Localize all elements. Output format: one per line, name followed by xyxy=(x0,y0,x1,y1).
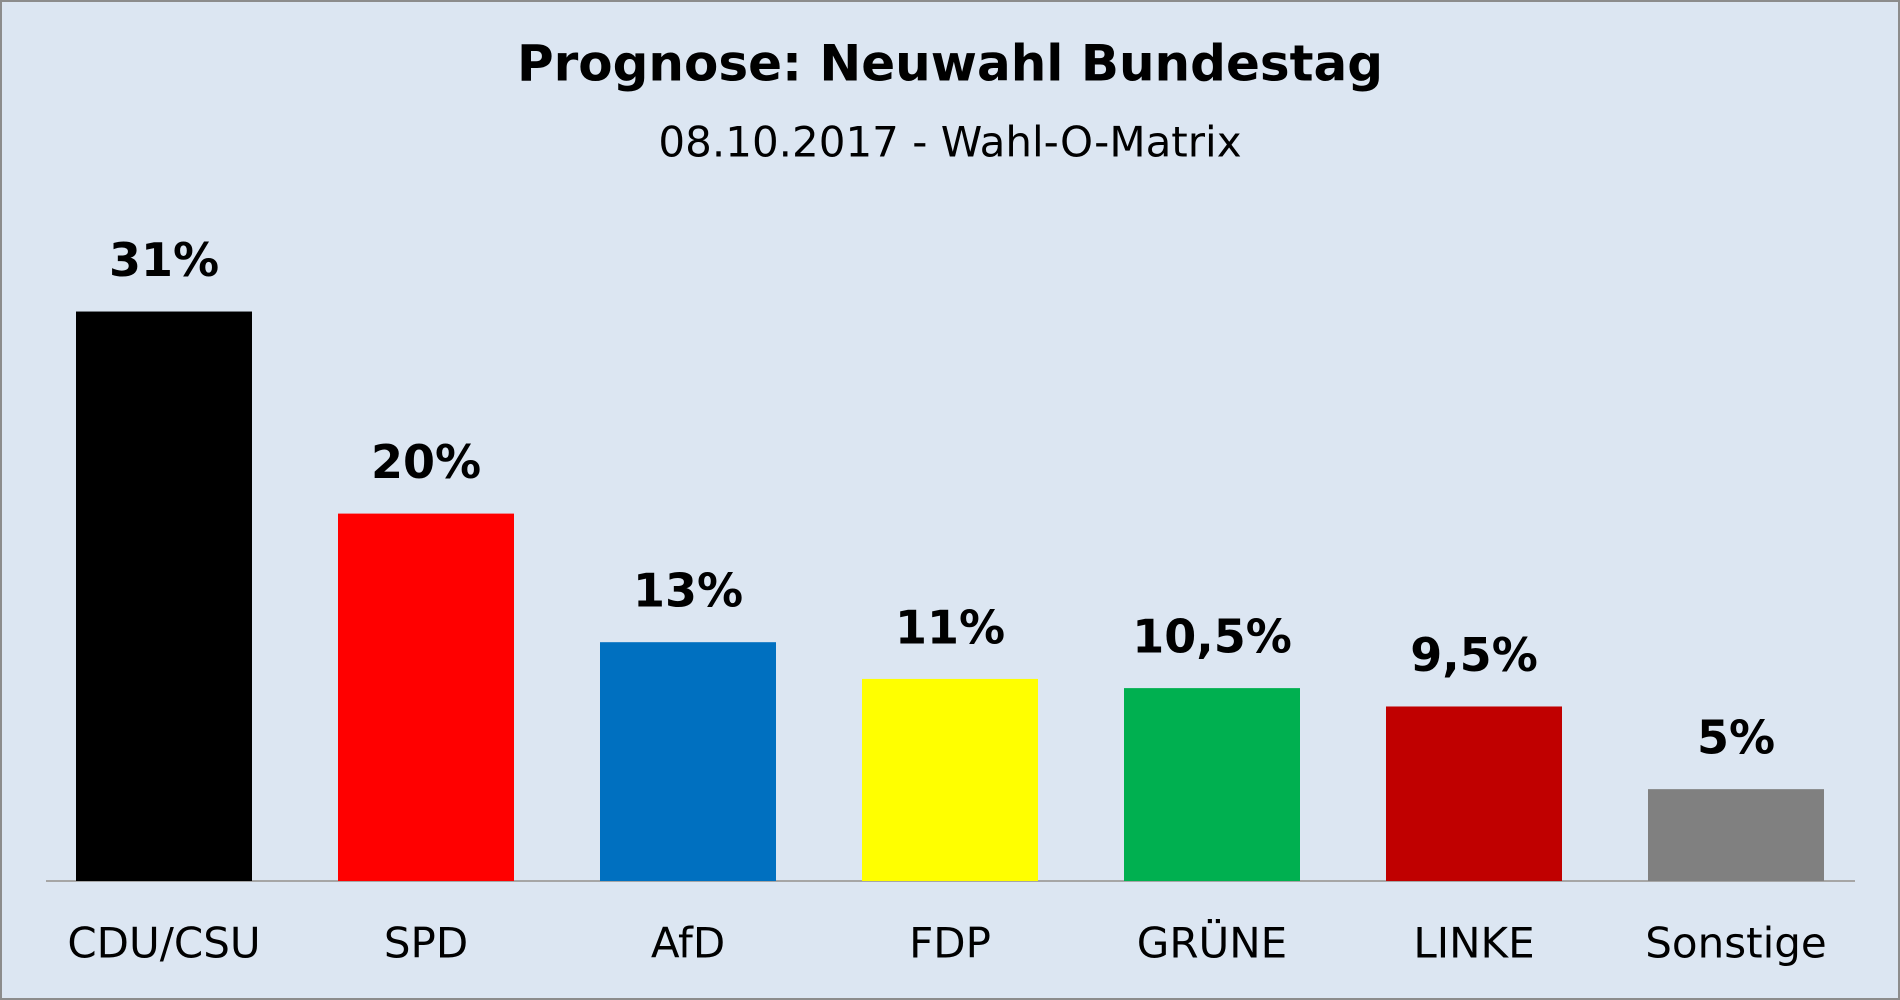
value-label: 31% xyxy=(109,233,219,287)
value-label: 5% xyxy=(1697,711,1775,765)
value-label: 10,5% xyxy=(1132,610,1292,664)
x-tick-label: LINKE xyxy=(1413,919,1534,968)
value-label: 13% xyxy=(633,564,743,618)
x-tick-label: GRÜNE xyxy=(1137,918,1287,968)
x-tick-label: FDP xyxy=(909,919,991,968)
chart-title: Prognose: Neuwahl Bundestag xyxy=(517,35,1383,93)
bar xyxy=(338,513,514,881)
x-tick-label: CDU/CSU xyxy=(67,919,260,968)
x-tick-label: SPD xyxy=(384,919,468,968)
bar xyxy=(1386,706,1562,881)
x-tick-label: AfD xyxy=(651,919,725,968)
bar xyxy=(600,642,776,881)
value-label: 20% xyxy=(371,435,481,489)
chart-subtitle: 08.10.2017 - Wahl-O-Matrix xyxy=(658,118,1241,167)
value-label: 11% xyxy=(895,600,1005,654)
bar xyxy=(862,678,1038,881)
bar xyxy=(1124,688,1300,881)
bar xyxy=(1648,789,1824,881)
value-label: 9,5% xyxy=(1410,628,1538,682)
x-tick-label: Sonstige xyxy=(1645,919,1827,968)
bar xyxy=(76,311,252,881)
